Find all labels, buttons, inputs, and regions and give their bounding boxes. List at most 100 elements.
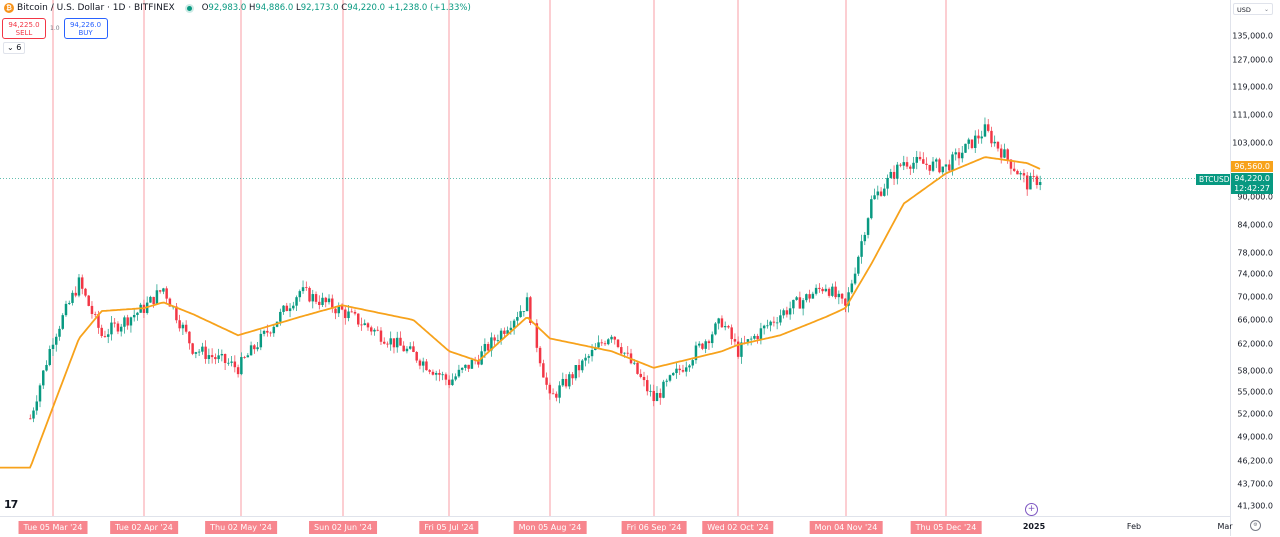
spread-value: 1.0 <box>50 25 60 32</box>
date-marker-label: Mon 04 Nov '24 <box>809 521 883 534</box>
candle-up <box>45 364 48 371</box>
candle-up <box>811 293 815 299</box>
date-marker-label: Tue 05 Mar '24 <box>18 521 88 534</box>
price-label: 127,000.0 <box>1232 55 1273 65</box>
candle-up <box>162 288 165 292</box>
candle-down <box>681 370 685 372</box>
candle-down <box>925 163 928 165</box>
candlestick-chart[interactable] <box>0 0 1230 516</box>
candle-down <box>879 191 883 196</box>
candle-up <box>623 352 626 354</box>
candle-up <box>610 336 613 340</box>
candle-down <box>340 306 344 310</box>
candle-up <box>48 349 51 365</box>
candle-up <box>441 374 444 376</box>
candle-down <box>350 311 353 313</box>
price-label: 103,000.0 <box>1232 138 1273 148</box>
candle-up <box>831 286 834 296</box>
candle-down <box>74 292 77 296</box>
candle-up <box>691 360 694 366</box>
candle-up <box>853 273 857 284</box>
ma-price-tag: 96,560.0 <box>1231 161 1273 172</box>
price-label: 119,000.0 <box>1232 82 1273 92</box>
candle-down <box>1016 170 1019 175</box>
candle-up <box>889 171 893 178</box>
buy-button[interactable]: 94,226.0 BUY <box>63 18 108 39</box>
candle-up <box>68 302 71 304</box>
buy-price: 94,226.0 <box>69 20 102 29</box>
candle-down <box>447 379 451 386</box>
price-label: 74,000.0 <box>1237 269 1273 279</box>
candle-down <box>29 418 32 420</box>
candle-down <box>772 321 776 323</box>
candle-down <box>210 355 214 358</box>
price-label: 49,000.0 <box>1237 432 1273 442</box>
candle-down <box>542 363 545 378</box>
candle-up <box>408 346 412 349</box>
trade-buttons: 94,225.0 SELL 1.0 94,226.0 BUY <box>2 18 108 39</box>
currency-value: USD <box>1237 6 1251 14</box>
candle-down <box>84 288 87 296</box>
candle-down <box>493 337 496 341</box>
sell-button[interactable]: 94,225.0 SELL <box>2 18 46 39</box>
candle-up <box>782 310 785 316</box>
price-label: 43,700.0 <box>1237 479 1273 489</box>
candle-up <box>132 315 136 318</box>
candle-up <box>597 342 600 348</box>
candle-down <box>382 341 386 344</box>
candle-up <box>389 338 392 345</box>
candle-up <box>311 294 315 302</box>
candle-down <box>636 362 639 374</box>
candle-up <box>993 141 996 144</box>
candle-down <box>431 371 435 375</box>
candle-up <box>262 330 266 334</box>
candle-up <box>587 356 591 358</box>
add-plus-icon[interactable]: + <box>1025 503 1038 516</box>
candle-up <box>64 303 68 316</box>
currency-select[interactable]: USD ⌄ <box>1233 3 1273 15</box>
time-axis[interactable]: Tue 05 Mar '24 Tue 02 Apr '24 Thu 02 May '… <box>0 516 1261 537</box>
candle-down <box>616 339 620 348</box>
candle-down <box>990 130 993 144</box>
price-axis[interactable]: USD ⌄ 135,000.0 127,000.0 119,000.0 111,000… <box>1230 0 1280 536</box>
candle-up <box>873 195 876 200</box>
symbol-title[interactable]: Bitcoin / U.S. Dollar · 1D · BITFINEX <box>17 3 175 13</box>
settings-gear-icon[interactable]: ⚙ <box>1250 520 1261 531</box>
chart-area[interactable]: ₿ Bitcoin / U.S. Dollar · 1D · BITFINEX … <box>0 0 1230 516</box>
candle-down <box>87 295 90 306</box>
open-label: O <box>201 3 209 13</box>
candle-down <box>486 343 490 351</box>
candle-down <box>386 343 389 345</box>
candle-up <box>558 385 561 398</box>
price-label: 58,000.0 <box>1237 366 1273 376</box>
candle-down <box>175 306 178 321</box>
candle-down <box>344 309 347 319</box>
price-label: 46,200.0 <box>1237 456 1273 466</box>
indicators-toggle-button[interactable]: ⌄ 6 <box>3 42 26 54</box>
candle-up <box>451 379 454 386</box>
candle-up <box>327 298 331 303</box>
candle-up <box>779 315 782 323</box>
candle-up <box>935 159 938 162</box>
candle-up <box>801 300 805 309</box>
candle-up <box>149 296 152 303</box>
candle-up <box>870 199 873 219</box>
candle-down <box>701 343 704 349</box>
candle-up <box>230 361 233 363</box>
candle-up <box>194 352 198 354</box>
candle-down <box>840 293 844 299</box>
tradingview-logo-icon[interactable]: 17 <box>4 498 18 511</box>
candle-down <box>376 329 379 331</box>
candle-down <box>620 347 623 354</box>
candle-down <box>305 287 308 289</box>
candle-up <box>58 328 61 337</box>
price-label: 55,000.0 <box>1237 387 1273 397</box>
candle-up <box>51 344 55 350</box>
candle-down <box>158 290 162 292</box>
candle-up <box>964 143 967 153</box>
candle-up <box>220 354 224 356</box>
candle-up <box>32 410 35 419</box>
candle-up <box>886 177 889 189</box>
candle-up <box>249 345 253 356</box>
candle-down <box>639 373 642 377</box>
